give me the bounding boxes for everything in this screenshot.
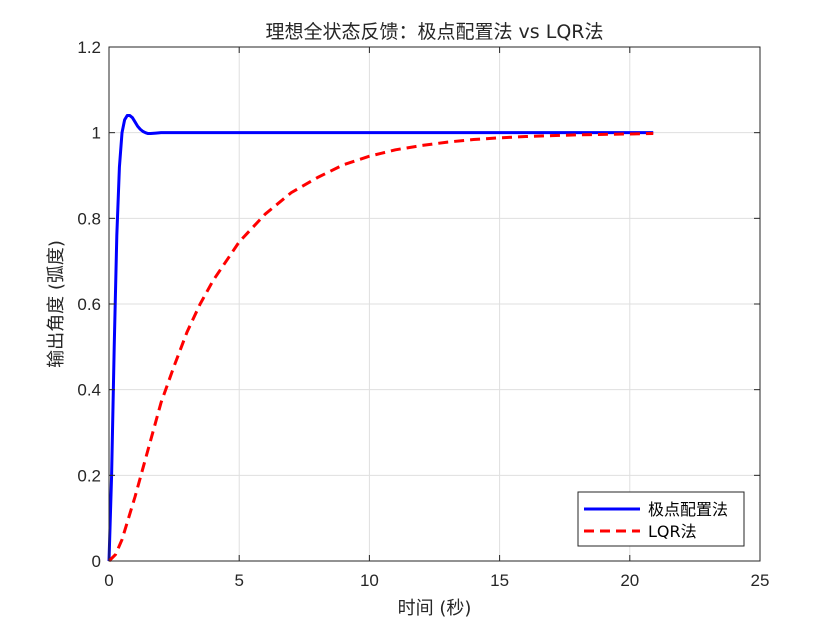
x-tick-label: 20 <box>620 571 639 590</box>
y-tick-label: 0 <box>92 552 101 571</box>
y-tick-label: 1.2 <box>77 38 101 57</box>
series-group <box>107 114 654 563</box>
x-tick-labels: 0 5 10 15 20 25 <box>104 571 769 590</box>
y-tick-label: 0.4 <box>77 381 101 400</box>
y-tick-label: 0.8 <box>77 209 101 228</box>
x-tick-label: 10 <box>360 571 379 590</box>
x-tick-label: 5 <box>234 571 243 590</box>
legend: 极点配置法 LQR法 <box>577 491 745 547</box>
ticks <box>108 46 761 562</box>
series-line-pole-placement <box>107 114 654 562</box>
y-tick-label: 0.2 <box>77 466 101 485</box>
legend-label-pole-placement: 极点配置法 <box>648 500 728 519</box>
x-tick-label: 0 <box>104 571 113 590</box>
y-axis-title: 输出角度 (弧度) <box>46 240 67 368</box>
series-line-lqr <box>107 132 654 563</box>
y-tick-label: 1 <box>92 124 101 143</box>
legend-label-lqr: LQR法 <box>648 522 697 541</box>
y-tick-label: 0.6 <box>77 295 101 314</box>
y-tick-labels: 0 0.2 0.4 0.6 0.8 1 1.2 <box>77 38 101 571</box>
x-tick-label: 25 <box>751 571 770 590</box>
chart-title: 理想全状态反馈：极点配置法 vs LQR法 <box>266 21 604 43</box>
x-tick-label: 15 <box>490 571 509 590</box>
legend-box <box>577 491 745 547</box>
x-axis-title: 时间 (秒) <box>398 598 472 619</box>
